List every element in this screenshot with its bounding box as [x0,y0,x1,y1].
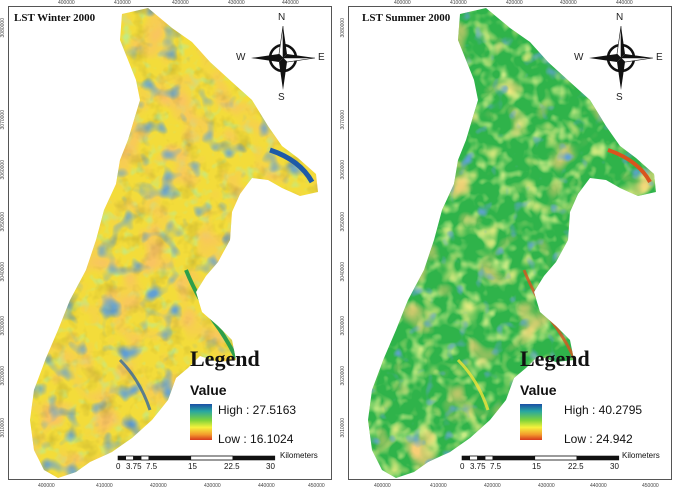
river [184,269,238,359]
compass-n: N [278,12,286,23]
legend-color-ramp [520,404,542,440]
scale-bar: Kilometers 0 3.75 7.5 15 22.5 30 [460,450,670,476]
scale-tick: 3.75 [126,462,142,471]
x-tick-label: 410000 [430,483,447,489]
x-tick-label: 420000 [506,0,523,6]
map-title: LST Summer 2000 [362,12,451,24]
legend-high: High : 27.5163 [218,403,297,417]
legend-color-ramp [190,404,212,440]
legend-low: Low : 24.942 [564,432,633,446]
scale-tick: 15 [532,462,541,471]
compass-e: E [318,52,325,63]
x-tick-label: 450000 [308,483,325,489]
scale-tick: 3.75 [470,462,486,471]
x-tick-label: 400000 [374,483,391,489]
x-tick-label: 440000 [616,0,633,6]
lst-map-summer [368,8,656,478]
x-tick-label: 440000 [590,483,607,489]
river [456,358,490,411]
river [607,148,652,184]
x-tick-label: 410000 [114,0,131,6]
scale-bar: Kilometers 0 3.75 7.5 15 22.5 30 [116,450,318,476]
legend-low: Low : 16.1024 [218,432,294,446]
river [118,358,152,411]
scale-bar-graphic [461,455,620,461]
x-tick-label: 430000 [560,0,577,6]
compass-w: W [236,52,246,63]
river [269,147,315,184]
lst-map-winter [30,8,318,478]
x-tick-label: 420000 [484,483,501,489]
map-panel-winter: 400000 410000 420000 430000 440000 40000… [0,0,332,489]
legend-heading: Legend [520,346,590,371]
scale-tick: 7.5 [490,462,502,471]
compass-w: W [574,52,584,63]
compass-s: S [278,92,285,103]
legend-heading: Legend [190,346,260,371]
map-panel-summer: 400000 410000 420000 430000 440000 40000… [340,0,680,492]
scale-unit: Kilometers [280,451,318,460]
scale-tick: 0 [116,462,121,471]
x-tick-label: 400000 [38,483,55,489]
river [522,269,576,359]
compass-e: E [656,52,663,63]
scale-bar-graphic [117,455,276,461]
compass-n: N [616,12,624,23]
x-tick-label: 410000 [450,0,467,6]
compass-rose-icon [251,25,316,90]
scale-tick: 22.5 [224,462,240,471]
scale-unit: Kilometers [622,451,660,460]
scale-tick: 22.5 [568,462,584,471]
north-arrow: N S W E [574,12,666,103]
compass-rose-icon [589,25,654,90]
x-tick-label: 440000 [258,483,275,489]
x-tick-label: 430000 [228,0,245,6]
x-tick-label: 440000 [282,0,299,6]
map-title: LST Winter 2000 [14,12,96,24]
x-tick-label: 420000 [172,0,189,6]
legend-high: High : 40.2795 [564,403,643,417]
scale-tick: 0 [460,462,465,471]
scale-tick: 15 [188,462,197,471]
x-tick-label: 430000 [204,483,221,489]
scale-tick: 30 [266,462,275,471]
north-arrow: N S W E [236,12,328,103]
x-tick-label: 420000 [150,483,167,489]
x-tick-label: 400000 [58,0,75,6]
x-tick-label: 400000 [394,0,411,6]
legend-value-label: Value [520,382,557,398]
scale-tick: 7.5 [146,462,158,471]
x-tick-label: 430000 [538,483,555,489]
x-tick-label: 450000 [642,483,659,489]
legend-value-label: Value [190,382,227,398]
compass-s: S [616,92,623,103]
scale-tick: 30 [610,462,619,471]
x-tick-label: 410000 [96,483,113,489]
